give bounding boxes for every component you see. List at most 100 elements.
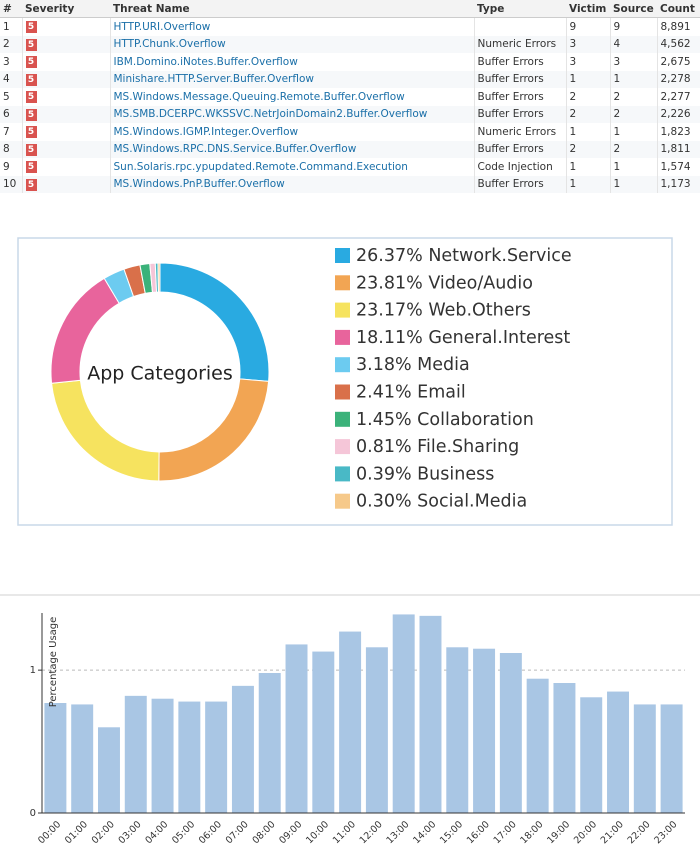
- column-header: Source: [610, 0, 657, 18]
- table-cell: 1: [0, 17, 23, 36]
- table-row: 3 5 IBM.Domino.iNotes.Buffer.Overflow Buffe…: [0, 53, 700, 71]
- legend-entry: 0.81% File.Sharing: [356, 437, 519, 457]
- legend-entry: 23.17% Web.Others: [356, 301, 531, 321]
- table-cell: 5: [22, 175, 111, 193]
- legend-swatch: [335, 466, 350, 482]
- threat-name[interactable]: MS.Windows.PnP.Buffer.Overflow: [113, 178, 285, 191]
- table-cell: 1,173: [657, 175, 700, 193]
- bar: [71, 704, 94, 813]
- threat-name[interactable]: HTTP.URI.Overflow: [113, 20, 211, 33]
- table-cell: 5: [22, 123, 111, 141]
- x-tick-label: 03:00: [117, 819, 144, 846]
- pie-panel: [17, 237, 673, 526]
- x-tick-label: 23:00: [652, 819, 679, 846]
- x-tick-label: 06:00: [197, 819, 224, 846]
- threat-name[interactable]: Sun.Solaris.rpc.ypupdated.Remote.Command…: [113, 160, 408, 173]
- bar: [633, 704, 656, 813]
- bar: [151, 698, 174, 813]
- table-cell: 9: [610, 17, 658, 36]
- severity-badge: 5: [25, 91, 37, 104]
- threat-name[interactable]: MS.Windows.IGMP.Integer.Overflow: [113, 125, 299, 138]
- bar: [553, 683, 576, 813]
- table-row: 8 5 MS.Windows.RPC.DNS.Service.Buffer.Over…: [0, 140, 700, 158]
- table-cell: 5: [22, 105, 111, 123]
- table-cell: Numeric Errors: [474, 35, 567, 53]
- table-cell: 1: [566, 123, 611, 141]
- legend-label: Media: [417, 355, 470, 375]
- bar: [607, 691, 630, 813]
- threat-name[interactable]: HTTP.Chunk.Overflow: [113, 38, 226, 51]
- threat-name[interactable]: MS.Windows.Message.Queuing.Remote.Buffer…: [113, 90, 405, 103]
- pie-slice: [51, 379, 160, 482]
- legend-value: 0.30%: [356, 492, 412, 512]
- table-cell: MS.SMB.DCERPC.WKSSVC.NetrJoinDomain2.Buf…: [110, 105, 475, 123]
- bar: [660, 704, 683, 813]
- table-cell: 2: [610, 105, 658, 123]
- table-cell: 1: [566, 158, 611, 176]
- table-cell: 5: [22, 70, 111, 88]
- table-cell: 2: [566, 140, 611, 158]
- table-cell: 2: [566, 88, 611, 106]
- table-cell: MS.Windows.Message.Queuing.Remote.Buffer…: [110, 88, 475, 106]
- legend-entry: 3.18% Media: [356, 355, 470, 375]
- legend-swatch: [335, 275, 350, 291]
- table-cell: Minishare.HTTP.Server.Buffer.Overflow: [110, 70, 475, 88]
- bar: [473, 648, 496, 813]
- legend-swatch: [335, 439, 350, 455]
- legend-value: 2.41%: [356, 383, 412, 403]
- legend-value: 23.81%: [356, 273, 423, 293]
- header-row: # Severity Threat Name Type Victim Source Coun…: [0, 0, 700, 18]
- table-cell: Code Injection: [474, 158, 567, 176]
- table-cell: 7: [0, 123, 23, 141]
- legend-label: General.Interest: [428, 328, 570, 348]
- legend-swatch: [335, 493, 350, 509]
- table-cell: 2,226: [657, 105, 700, 123]
- severity-badge: 5: [25, 73, 37, 86]
- severity-badge: 5: [25, 143, 37, 156]
- threat-table: # Severity Threat Name Type Victim Source Coun…: [0, 0, 700, 193]
- bar: [124, 695, 147, 813]
- table-cell: HTTP.URI.Overflow: [110, 17, 475, 36]
- table-row: 10 5 MS.Windows.PnP.Buffer.Overflow Buffer …: [0, 175, 700, 193]
- legend-value: 1.45%: [356, 410, 412, 430]
- legend-value: 18.11%: [356, 328, 423, 348]
- table-cell: 5: [22, 53, 111, 71]
- table-cell: Buffer Errors: [474, 175, 567, 193]
- x-tick-label: 02:00: [90, 819, 117, 846]
- legend-swatch: [335, 357, 350, 373]
- x-tick-label: 22:00: [626, 819, 653, 846]
- table-cell: 2: [566, 105, 611, 123]
- column-header: Count: [657, 0, 700, 18]
- table-cell: MS.Windows.RPC.DNS.Service.Buffer.Overfl…: [110, 140, 475, 158]
- legend-swatch: [335, 329, 350, 345]
- bar: [178, 701, 201, 813]
- x-tick-label: 16:00: [465, 819, 492, 846]
- x-tick-label: 09:00: [277, 819, 304, 846]
- threat-name[interactable]: Minishare.HTTP.Server.Buffer.Overflow: [113, 73, 315, 86]
- table-row: 1 5 HTTP.URI.Overflow 9 9 8,891: [0, 17, 700, 36]
- legend-entry: 2.41% Email: [356, 383, 466, 403]
- legend-label: Web.Others: [428, 301, 531, 321]
- table-cell: 2: [610, 140, 658, 158]
- bar: [392, 614, 415, 813]
- severity-badge: 5: [25, 161, 37, 174]
- legend-value: 23.17%: [356, 301, 423, 321]
- threat-name[interactable]: MS.SMB.DCERPC.WKSSVC.NetrJoinDomain2.Buf…: [113, 108, 428, 121]
- bar: [365, 647, 388, 813]
- table-cell: Buffer Errors: [474, 70, 567, 88]
- table-cell: 1,811: [657, 140, 700, 158]
- bar: [580, 697, 603, 813]
- table-cell: 5: [22, 140, 111, 158]
- legend-label: Collaboration: [417, 410, 534, 430]
- table-cell: MS.Windows.PnP.Buffer.Overflow: [110, 175, 475, 193]
- threat-name[interactable]: IBM.Domino.iNotes.Buffer.Overflow: [113, 55, 298, 68]
- bar: [499, 653, 522, 813]
- table-cell: 2: [0, 35, 23, 53]
- x-tick-label: 18:00: [518, 819, 545, 846]
- legend-value: 0.81%: [356, 437, 412, 457]
- x-tick-label: 21:00: [599, 819, 626, 846]
- threat-name[interactable]: MS.Windows.RPC.DNS.Service.Buffer.Overfl…: [113, 143, 357, 156]
- severity-badge: 5: [25, 21, 37, 34]
- table-row: 9 5 Sun.Solaris.rpc.ypupdated.Remote.Comma…: [0, 158, 700, 176]
